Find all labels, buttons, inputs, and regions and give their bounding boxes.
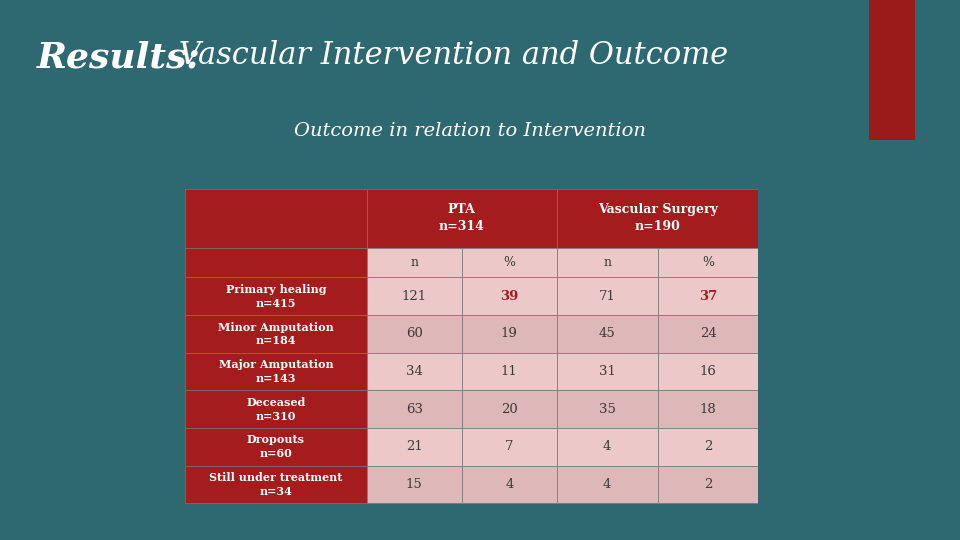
Text: 37: 37 [699,290,717,303]
Text: Still under treatment
n=34: Still under treatment n=34 [209,472,343,497]
FancyBboxPatch shape [462,248,557,278]
FancyBboxPatch shape [185,315,367,353]
FancyBboxPatch shape [658,353,758,390]
Text: 4: 4 [603,440,612,453]
FancyBboxPatch shape [658,248,758,278]
FancyBboxPatch shape [462,428,557,465]
FancyBboxPatch shape [658,278,758,315]
Text: 31: 31 [599,365,615,378]
Text: Vascular Surgery
n=190: Vascular Surgery n=190 [598,204,717,233]
Text: 11: 11 [501,365,517,378]
FancyBboxPatch shape [185,278,367,315]
Text: 21: 21 [406,440,422,453]
FancyBboxPatch shape [557,353,658,390]
Text: %: % [702,256,714,269]
FancyBboxPatch shape [367,278,462,315]
Text: 24: 24 [700,327,716,340]
FancyBboxPatch shape [367,428,462,465]
FancyBboxPatch shape [557,465,658,503]
Text: Outcome in relation to Intervention: Outcome in relation to Intervention [295,122,646,139]
FancyBboxPatch shape [658,428,758,465]
Text: 4: 4 [603,478,612,491]
FancyBboxPatch shape [557,189,758,248]
FancyBboxPatch shape [367,189,557,248]
Text: 34: 34 [406,365,422,378]
FancyBboxPatch shape [185,248,367,278]
FancyBboxPatch shape [367,390,462,428]
Text: 2: 2 [704,440,712,453]
Text: PTA
n=314: PTA n=314 [439,204,485,233]
FancyBboxPatch shape [367,315,462,353]
FancyBboxPatch shape [658,390,758,428]
FancyBboxPatch shape [462,315,557,353]
Text: 71: 71 [599,290,615,303]
FancyBboxPatch shape [185,465,367,503]
Text: Deceased
n=310: Deceased n=310 [247,397,305,422]
Text: 20: 20 [501,403,517,416]
Text: 4: 4 [505,478,514,491]
Text: n: n [603,256,612,269]
FancyBboxPatch shape [658,465,758,503]
FancyBboxPatch shape [185,428,367,465]
FancyBboxPatch shape [557,315,658,353]
Text: Major Amputation
n=143: Major Amputation n=143 [219,359,333,384]
Text: 39: 39 [500,290,518,303]
FancyBboxPatch shape [462,278,557,315]
Text: 18: 18 [700,403,716,416]
Text: 60: 60 [406,327,422,340]
Text: Results:: Results: [36,40,201,75]
FancyBboxPatch shape [367,353,462,390]
FancyBboxPatch shape [557,428,658,465]
FancyBboxPatch shape [185,390,367,428]
FancyBboxPatch shape [367,465,462,503]
Text: 121: 121 [401,290,427,303]
Text: Vascular Intervention and Outcome: Vascular Intervention and Outcome [169,40,728,71]
Text: 2: 2 [704,478,712,491]
Text: Primary healing
n=415: Primary healing n=415 [226,284,326,308]
Text: 19: 19 [501,327,517,340]
Text: Minor Amputation
n=184: Minor Amputation n=184 [218,321,334,346]
Text: 16: 16 [700,365,716,378]
Text: 63: 63 [406,403,422,416]
Text: 15: 15 [406,478,422,491]
Text: n: n [410,256,419,269]
FancyBboxPatch shape [462,353,557,390]
FancyBboxPatch shape [185,189,367,248]
FancyBboxPatch shape [462,465,557,503]
Text: 45: 45 [599,327,615,340]
FancyBboxPatch shape [557,390,658,428]
FancyBboxPatch shape [367,248,462,278]
FancyBboxPatch shape [462,390,557,428]
FancyBboxPatch shape [557,248,658,278]
FancyBboxPatch shape [658,315,758,353]
FancyBboxPatch shape [185,353,367,390]
Text: 7: 7 [505,440,514,453]
Text: Dropouts
n=60: Dropouts n=60 [247,435,305,459]
Text: 35: 35 [599,403,615,416]
Text: %: % [503,256,516,269]
FancyBboxPatch shape [557,278,658,315]
